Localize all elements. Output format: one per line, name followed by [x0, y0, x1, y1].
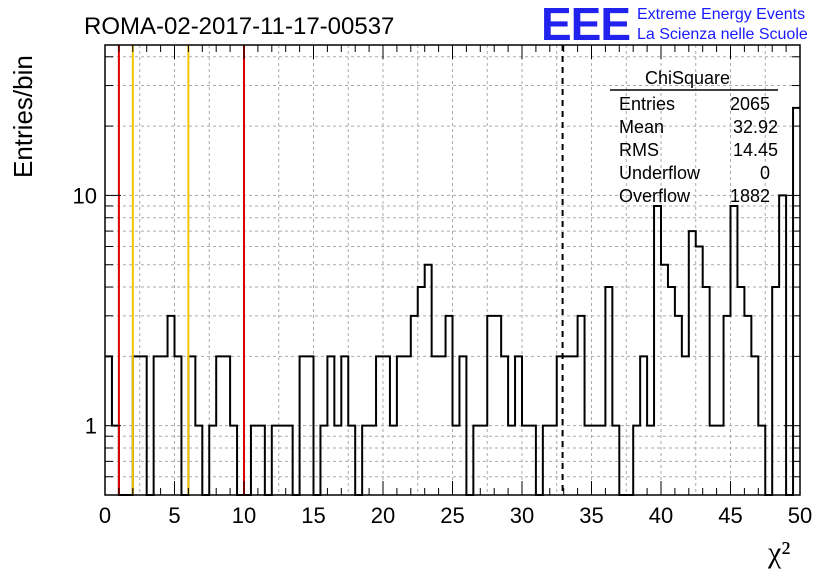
x-tick-label: 25: [440, 503, 464, 528]
chart-title: ROMA-02-2017-11-17-00537: [84, 13, 394, 40]
logo-mark: EEE: [541, 0, 630, 50]
x-axis-label: χ²: [767, 536, 790, 569]
stats-entries-label: Entries: [619, 94, 675, 114]
stats-overflow-label: Overflow: [619, 186, 691, 206]
x-tick-label: 10: [232, 503, 256, 528]
stats-box: ChiSquare Entries 2065 Mean 32.92 RMS 14…: [610, 68, 778, 206]
stats-rms-value: 14.45: [733, 140, 778, 160]
stats-overflow-value: 1882: [730, 186, 770, 206]
x-tick-label: 20: [371, 503, 395, 528]
x-tick-label: 15: [301, 503, 325, 528]
stats-mean-label: Mean: [619, 117, 664, 137]
x-tick-label: 30: [510, 503, 534, 528]
logo-line-2: La Scienza nelle Scuole: [637, 26, 808, 43]
stats-mean-value: 32.92: [733, 117, 778, 137]
x-tick-label: 40: [649, 503, 673, 528]
x-tick-label: 50: [788, 503, 812, 528]
plot-area: 0 5 10 15 20 25 30 35 40 45 50 1 10: [73, 44, 812, 528]
x-tick-label: 35: [579, 503, 603, 528]
histogram-series: [105, 106, 800, 496]
eee-logo: EEE Extreme Energy Events La Scienza nel…: [541, 0, 808, 50]
stats-underflow-value: 0: [760, 163, 770, 183]
stats-underflow-label: Underflow: [619, 163, 701, 183]
y-tick-label: 10: [73, 183, 97, 208]
logo-line-1: Extreme Energy Events: [637, 6, 805, 23]
stats-title: ChiSquare: [645, 68, 730, 88]
x-tick-label: 0: [99, 503, 111, 528]
y-axis-label: Entries/bin: [8, 55, 38, 178]
x-tick-label: 45: [718, 503, 742, 528]
stats-entries-value: 2065: [730, 94, 770, 114]
y-tick-label: 1: [85, 414, 97, 439]
x-tick-label: 5: [168, 503, 180, 528]
stats-rms-label: RMS: [619, 140, 659, 160]
